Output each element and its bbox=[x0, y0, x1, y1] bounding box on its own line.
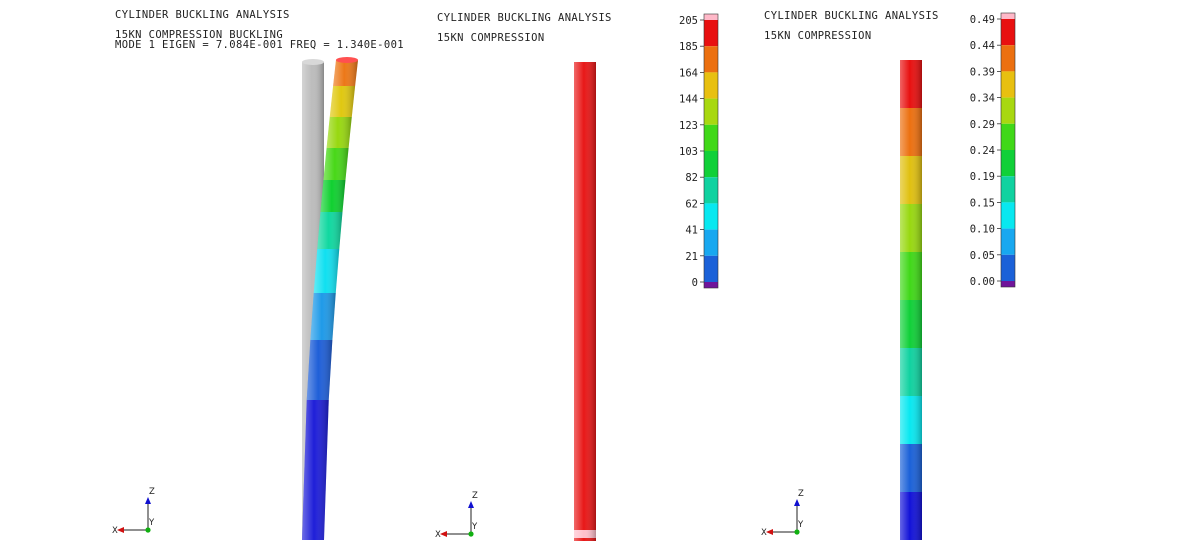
deformed-band-shading bbox=[317, 212, 343, 249]
legend-band bbox=[704, 98, 718, 125]
legend-band bbox=[704, 46, 718, 73]
legend-tick-label: 185 bbox=[679, 41, 698, 53]
z-axis-arrow bbox=[794, 499, 800, 506]
panel-title: CYLINDER BUCKLING ANALYSIS bbox=[115, 9, 290, 21]
legend-cap-top bbox=[1001, 13, 1015, 19]
x-axis-label: X bbox=[761, 528, 767, 538]
axis-triad: Z X Y bbox=[435, 491, 478, 540]
deformed-top-cap bbox=[336, 57, 358, 63]
axis-triad: Z X Y bbox=[761, 489, 804, 538]
legend-band bbox=[704, 20, 718, 47]
deformed-band-shading bbox=[313, 249, 340, 293]
legend-tick-label: 103 bbox=[679, 146, 698, 158]
deformed-band-shading bbox=[306, 340, 333, 400]
legend-tick-label: 0.24 bbox=[970, 145, 995, 157]
contour-legend: 205 185 164 144 123 103 82 62 41 21 0 bbox=[679, 13, 719, 289]
buckling-model-render: Z X Y bbox=[112, 57, 358, 540]
deformed-band-shading bbox=[329, 86, 356, 117]
y-axis-dot bbox=[145, 527, 151, 533]
mode-eigen-info: MODE 1 EIGEN = 7.084E-001 FREQ = 1.340E-… bbox=[115, 39, 405, 51]
x-axis-arrow bbox=[766, 529, 773, 535]
panel-subtitle: 15KN COMPRESSION bbox=[764, 30, 872, 42]
x-axis-arrow bbox=[440, 531, 447, 537]
legend-band bbox=[1001, 19, 1015, 46]
legend-tick-label: 0.15 bbox=[970, 197, 995, 209]
legend-band bbox=[704, 124, 718, 151]
x-axis-label: X bbox=[435, 530, 441, 540]
z-axis-arrow bbox=[145, 497, 151, 504]
stress-contour-viewport[interactable]: CYLINDER BUCKLING ANALYSIS 15KN COMPRESS… bbox=[430, 0, 730, 548]
y-axis-dot bbox=[468, 531, 474, 537]
legend-tick-label: 0.19 bbox=[970, 171, 995, 183]
deformed-band-shading bbox=[310, 293, 336, 340]
legend-tick-label: 0.39 bbox=[970, 66, 995, 78]
legend-tick-label: 82 bbox=[685, 172, 698, 184]
legend-band bbox=[1001, 45, 1015, 72]
legend-band bbox=[1001, 176, 1015, 203]
legend-cap-bottom bbox=[704, 282, 718, 288]
legend-tick-label: 0.49 bbox=[970, 14, 995, 26]
z-axis-label: Z bbox=[472, 491, 478, 501]
legend-band bbox=[704, 151, 718, 178]
legend-tick-label: 164 bbox=[679, 67, 698, 79]
axis-triad: Z X Y bbox=[112, 487, 155, 536]
legend-tick-label: 0.34 bbox=[970, 93, 995, 105]
x-axis-label: X bbox=[112, 526, 118, 536]
legend-band bbox=[1001, 254, 1015, 281]
y-axis-label: Y bbox=[148, 518, 155, 528]
y-axis-label: Y bbox=[797, 520, 804, 530]
z-axis-label: Z bbox=[798, 489, 804, 499]
legend-band bbox=[1001, 123, 1015, 150]
legend-tick-label: 205 bbox=[679, 15, 698, 27]
x-axis-arrow bbox=[117, 527, 124, 533]
y-axis-dot bbox=[794, 529, 800, 535]
panel-subtitle: 15KN COMPRESSION BUCKLING bbox=[115, 29, 284, 41]
deformed-band-shading bbox=[323, 148, 349, 180]
y-axis-label: Y bbox=[471, 522, 478, 532]
panel-subtitle: 15KN COMPRESSION bbox=[437, 32, 545, 44]
legend-cap-bottom bbox=[1001, 281, 1015, 287]
stress-cylinder-shading bbox=[574, 62, 596, 541]
legend-band bbox=[704, 177, 718, 204]
panel-title: CYLINDER BUCKLING ANALYSIS bbox=[437, 12, 612, 24]
legend-tick-label: 62 bbox=[685, 198, 698, 210]
legend-tick-label: 0 bbox=[692, 277, 698, 289]
legend-tick-label: 0.10 bbox=[970, 224, 995, 236]
stress-model-render: 205 185 164 144 123 103 82 62 41 21 0 Z X Y bbox=[435, 13, 719, 541]
legend-tick-label: 41 bbox=[685, 225, 698, 237]
legend-band bbox=[704, 203, 718, 230]
legend-tick-label: 21 bbox=[685, 251, 698, 263]
undeformed-top-cap bbox=[302, 59, 324, 65]
z-axis-arrow bbox=[468, 501, 474, 508]
buckling-mode-viewport[interactable]: CYLINDER BUCKLING ANALYSIS 15KN COMPRESS… bbox=[108, 0, 418, 548]
legend-band bbox=[704, 229, 718, 256]
deformed-band-shading bbox=[320, 180, 346, 212]
z-axis-label: Z bbox=[149, 487, 155, 497]
legend-band bbox=[1001, 97, 1015, 124]
displacement-shading bbox=[900, 60, 922, 540]
displacement-model-render: 0.49 0.44 0.39 0.34 0.29 0.24 0.19 0.15 0.10 0.05… bbox=[761, 12, 1016, 540]
deformed-band-shading bbox=[333, 60, 358, 86]
legend-tick-label: 123 bbox=[679, 120, 698, 132]
legend-band bbox=[1001, 228, 1015, 255]
legend-tick-label: 0.00 bbox=[970, 276, 995, 288]
legend-band bbox=[704, 72, 718, 99]
legend-band bbox=[1001, 71, 1015, 98]
legend-cap-top bbox=[704, 14, 718, 20]
contour-legend: 0.49 0.44 0.39 0.34 0.29 0.24 0.19 0.15 0.10 0.05… bbox=[970, 12, 1016, 288]
deformed-band-shading bbox=[326, 117, 352, 148]
displacement-contour-viewport[interactable]: CYLINDER BUCKLING ANALYSIS 15KN COMPRESS… bbox=[757, 0, 1057, 548]
legend-band bbox=[1001, 150, 1015, 177]
legend-band bbox=[1001, 202, 1015, 229]
legend-tick-label: 0.44 bbox=[970, 40, 995, 52]
legend-tick-label: 144 bbox=[679, 94, 698, 106]
legend-tick-label: 0.29 bbox=[970, 119, 995, 131]
legend-tick-label: 0.05 bbox=[970, 250, 995, 262]
deformed-band-shading bbox=[302, 400, 329, 540]
legend-band bbox=[704, 255, 718, 282]
panel-title: CYLINDER BUCKLING ANALYSIS bbox=[764, 10, 939, 22]
